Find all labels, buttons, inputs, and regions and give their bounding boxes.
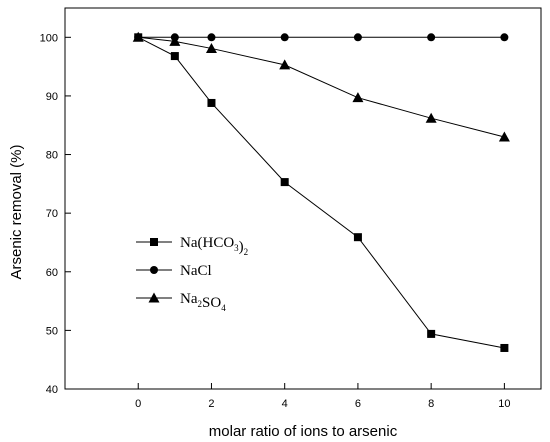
y-tick-label: 40 xyxy=(46,384,58,396)
y-tick-label: 50 xyxy=(46,325,58,337)
series-layer xyxy=(132,31,510,352)
legend-entry: Na(HCO3)2 xyxy=(136,235,248,257)
data-point xyxy=(498,131,510,142)
x-axis-title: molar ratio of ions to arsenic xyxy=(209,423,398,440)
legend-label: Na2SO4 xyxy=(180,291,226,313)
x-tick-label: 2 xyxy=(208,398,214,410)
x-tick-label: 0 xyxy=(135,398,141,410)
y-tick-label: 70 xyxy=(46,208,58,220)
data-point xyxy=(279,59,291,70)
y-tick-label: 80 xyxy=(46,150,58,162)
x-tick-label: 8 xyxy=(428,398,434,410)
y-tick-label: 60 xyxy=(46,267,58,279)
data-point xyxy=(427,33,436,42)
series-triangle xyxy=(132,31,510,142)
series-circle xyxy=(134,33,509,42)
x-tick-label: 6 xyxy=(355,398,361,410)
data-point xyxy=(169,35,181,46)
plot-frame xyxy=(64,7,542,390)
legend-marker xyxy=(150,238,158,246)
data-point xyxy=(353,233,362,242)
data-point xyxy=(207,33,216,42)
legend-label: Na(HCO3)2 xyxy=(180,235,248,257)
data-point xyxy=(500,33,509,42)
y-tick-label: 100 xyxy=(40,32,58,44)
data-point xyxy=(205,42,217,53)
series-square xyxy=(134,33,509,352)
legend-marker xyxy=(150,266,158,274)
x-tick-label: 10 xyxy=(498,398,510,410)
data-point xyxy=(425,112,437,123)
legend-label: NaCl xyxy=(180,263,212,279)
data-point xyxy=(427,329,436,338)
data-point xyxy=(280,178,289,187)
data-point xyxy=(353,33,362,42)
legend-entry: Na2SO4 xyxy=(136,291,226,313)
series-line xyxy=(138,36,505,138)
data-point xyxy=(132,31,144,42)
data-point xyxy=(500,343,509,352)
legend: Na(HCO3)2 NaCl Na2SO4 xyxy=(136,235,248,313)
y-tick-label: 90 xyxy=(46,91,58,103)
data-point xyxy=(170,52,179,61)
data-point xyxy=(352,92,364,103)
data-point xyxy=(207,98,216,107)
x-tick-label: 4 xyxy=(282,398,288,410)
legend-marker xyxy=(148,292,160,303)
y-axis-title: Arsenic removal (%) xyxy=(8,144,25,279)
axis-ticks: 0 2 4 6 8 10 40 50 60 70 80 90 100 xyxy=(40,32,511,410)
legend-entry: NaCl xyxy=(136,263,212,279)
data-point xyxy=(280,33,289,42)
